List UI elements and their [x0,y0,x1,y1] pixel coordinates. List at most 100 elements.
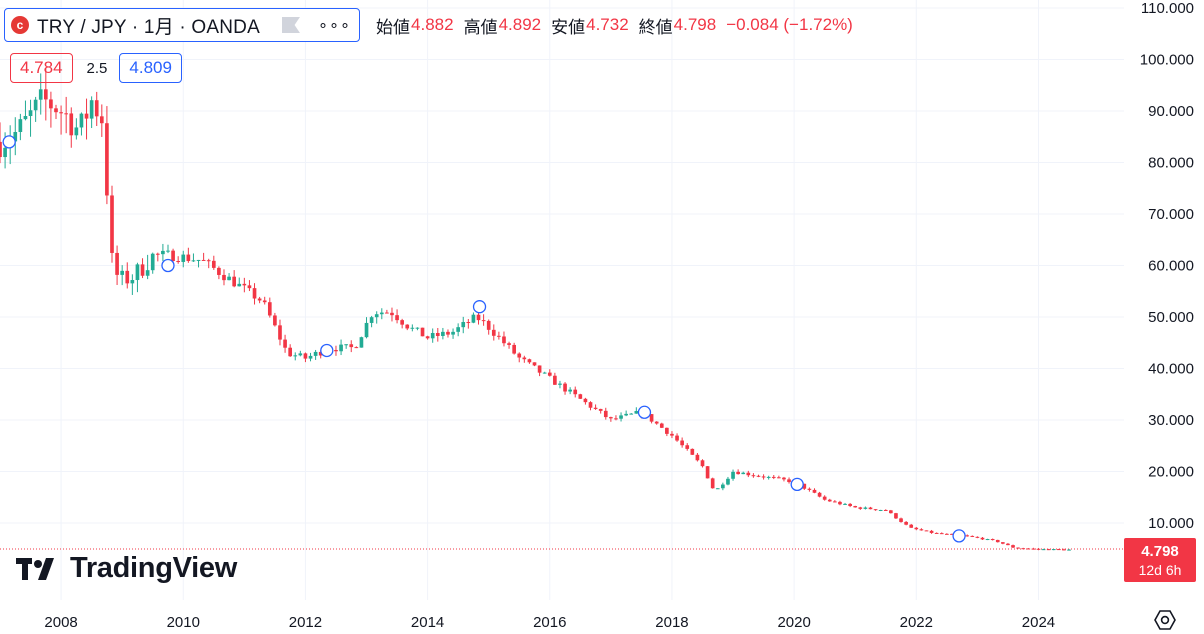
candle-body[interactable] [359,337,364,348]
candle-body[interactable] [558,383,562,385]
candle-body[interactable] [400,320,404,325]
candle-body[interactable] [451,331,455,335]
candle-body[interactable] [782,477,786,480]
candle-body[interactable] [425,336,430,339]
candle-body[interactable] [242,283,247,286]
candle-body[interactable] [267,302,272,316]
candle-body[interactable] [614,418,618,420]
candle-body[interactable] [751,475,756,477]
candle-body[interactable] [59,112,63,114]
candle-body[interactable] [904,521,908,525]
candle-body[interactable] [975,536,980,538]
candle-body[interactable] [435,332,440,336]
candle-body[interactable] [583,398,588,403]
candle-body[interactable] [883,509,888,511]
candle-body[interactable] [934,532,939,534]
candle-body[interactable] [339,344,343,352]
candle-body[interactable] [522,357,527,360]
flag-icon[interactable] [281,17,300,33]
candle-body[interactable] [135,264,140,281]
candle-body[interactable] [206,260,211,262]
candle-body[interactable] [0,141,2,158]
candle-body[interactable] [33,99,38,111]
candle-body[interactable] [1041,549,1046,551]
candle-body[interactable] [756,475,761,477]
candle-body[interactable] [649,414,654,422]
candle-body[interactable] [49,99,53,109]
candle-body[interactable] [563,383,567,392]
candle-body[interactable] [822,496,827,500]
candle-body[interactable] [461,322,466,328]
candle-body[interactable] [889,510,893,514]
candle-body[interactable] [609,417,613,419]
candle-body[interactable] [18,119,23,132]
candle-body[interactable] [79,113,84,128]
candle-body[interactable] [899,518,903,522]
candle-body[interactable] [145,270,150,276]
candle-body[interactable] [54,108,58,113]
candle-body[interactable] [807,488,812,490]
candle-body[interactable] [283,339,287,348]
candle-body[interactable] [120,270,125,275]
candle-body[interactable] [1062,549,1066,551]
candle-body[interactable] [374,314,379,318]
candle-body[interactable] [155,253,160,255]
candle-body[interactable] [527,359,532,363]
candle-body[interactable] [695,454,700,461]
candle-body[interactable] [777,477,781,479]
candle-body[interactable] [298,353,303,356]
candle-body[interactable] [191,260,196,262]
candle-body[interactable] [1067,549,1071,551]
candle-body[interactable] [512,344,516,354]
candle-body[interactable] [318,351,323,356]
candle-body[interactable] [690,448,695,455]
candle-body[interactable] [476,314,481,321]
candle-body[interactable] [868,507,873,510]
candle-body[interactable] [659,423,664,428]
candle-body[interactable] [502,336,506,344]
candle-body[interactable] [390,312,394,316]
candle-body[interactable] [736,471,740,475]
candle-body[interactable] [166,250,170,252]
candle-body[interactable] [491,329,496,336]
event-marker[interactable] [161,258,175,273]
candle-body[interactable] [1036,548,1041,550]
candle-body[interactable] [247,285,252,289]
event-marker[interactable] [2,135,16,149]
candle-body[interactable] [827,499,832,502]
candle-body[interactable] [848,503,852,507]
sell-button[interactable]: 4.784 [10,53,73,83]
candle-body[interactable] [771,476,776,478]
candle-body[interactable] [761,476,766,478]
candle-body[interactable] [69,113,74,136]
candle-body[interactable] [578,394,583,399]
candle-body[interactable] [395,315,399,321]
candle-body[interactable] [894,513,898,519]
candle-body[interactable] [542,372,547,374]
candle-body[interactable] [1021,548,1026,550]
candle-body[interactable] [110,195,114,253]
candle-body[interactable] [1031,548,1036,550]
candle-body[interactable] [817,492,822,497]
candle-body[interactable] [181,254,186,262]
candle-body[interactable] [731,471,735,479]
candle-body[interactable] [84,113,89,119]
candle-body[interactable] [685,445,690,449]
candle-body[interactable] [766,476,771,478]
candle-body[interactable] [598,408,603,411]
candle-body[interactable] [486,320,491,330]
candle-body[interactable] [446,331,450,335]
candle-body[interactable] [288,347,292,357]
candle-body[interactable] [211,260,216,268]
candle-body[interactable] [150,253,155,271]
candle-body[interactable] [130,280,135,284]
candle-body[interactable] [252,288,257,299]
candle-body[interactable] [838,501,842,505]
candle-body[interactable] [273,315,277,326]
candle-body[interactable] [23,116,28,120]
candle-body[interactable] [909,524,914,528]
candle-body[interactable] [308,355,313,359]
candle-body[interactable] [278,325,282,340]
candle-body[interactable] [1011,545,1015,548]
